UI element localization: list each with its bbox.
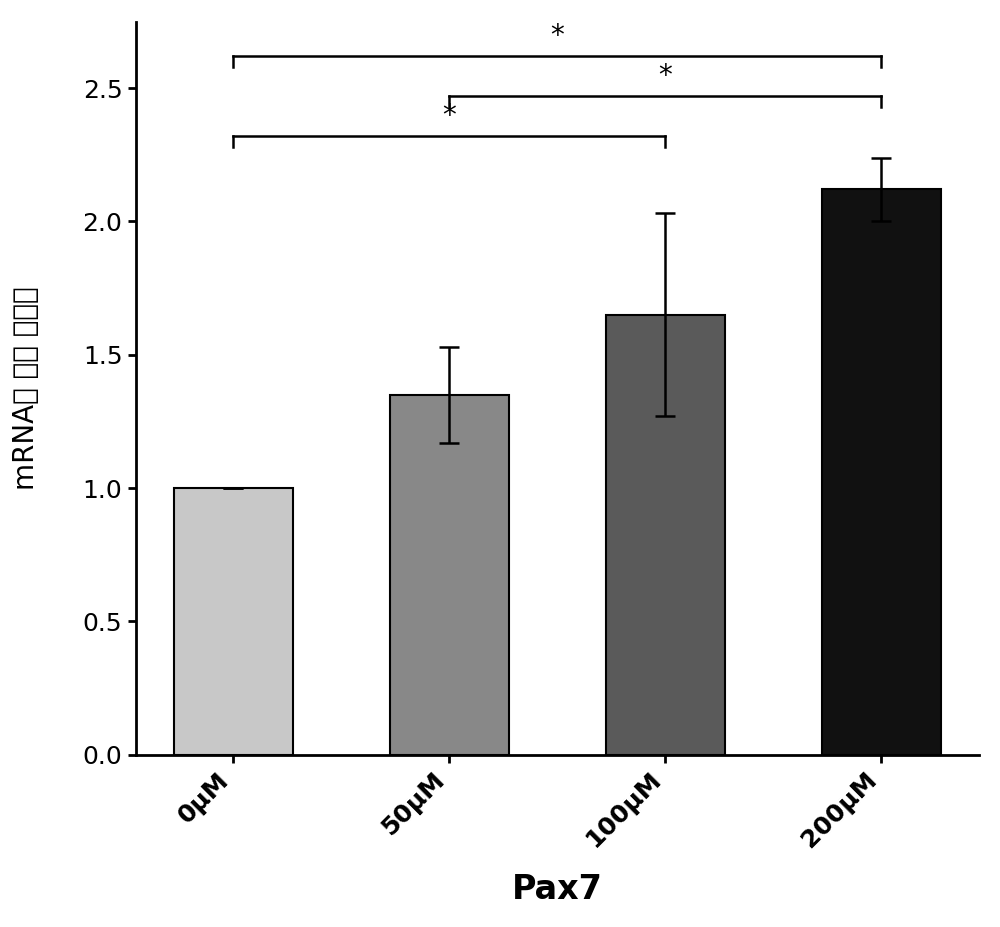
Text: *: * bbox=[442, 102, 456, 130]
Text: mRNA的 相对 表达量: mRNA的 相对 表达量 bbox=[12, 286, 40, 489]
Bar bbox=[390, 395, 509, 755]
Bar bbox=[822, 189, 941, 755]
X-axis label: Pax7: Pax7 bbox=[512, 873, 603, 907]
Bar bbox=[174, 488, 293, 755]
Bar bbox=[606, 315, 725, 755]
Text: *: * bbox=[659, 61, 672, 90]
Text: *: * bbox=[550, 21, 564, 49]
